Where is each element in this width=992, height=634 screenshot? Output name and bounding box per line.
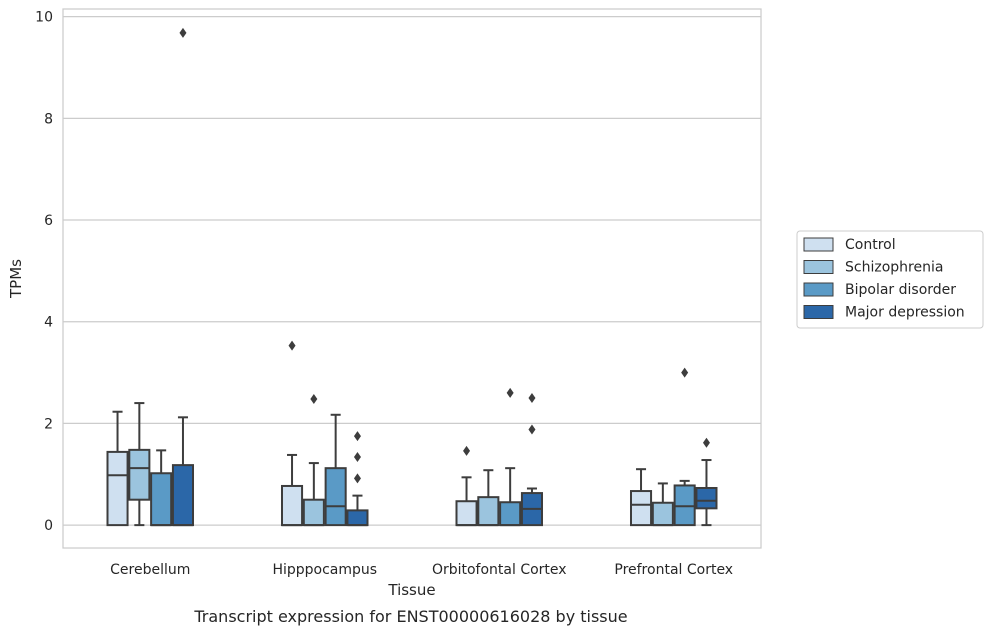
box-schizophrenia <box>477 469 500 527</box>
x-tick-label: Orbitofontal Cortex <box>432 562 567 578</box>
box-iqr <box>673 484 696 527</box>
y-tick-label: 10 <box>35 10 53 26</box>
outlier-point <box>310 394 318 405</box>
outlier-point <box>528 424 536 435</box>
x-axis-label: Tissue <box>387 581 435 599</box>
legend-label: Control <box>845 237 896 253</box>
x-axis-ticks: Cerebellum Hipppocampus Orbitofontal Corte… <box>110 562 733 578</box>
legend-items: Control Schizophrenia Bipolar disorder Majo… <box>803 237 965 321</box>
box-bipolar-disorder <box>673 367 696 527</box>
box-major-depression <box>171 27 195 527</box>
box-iqr <box>324 467 347 527</box>
box-iqr <box>106 450 129 527</box>
outlier-point <box>353 473 361 484</box>
legend-label: Schizophrenia <box>845 260 943 276</box>
box-iqr <box>695 486 718 510</box>
legend-swatch <box>803 237 834 252</box>
box-control <box>455 445 478 527</box>
box-iqr <box>171 464 195 527</box>
box-iqr <box>499 501 522 527</box>
outlier-point <box>179 27 187 38</box>
outlier-point <box>528 392 536 403</box>
box-major-depression <box>346 431 369 527</box>
outlier-point <box>681 367 689 378</box>
outlier-point <box>506 387 514 398</box>
box-iqr <box>302 498 325 527</box>
box-schizophrenia <box>302 394 325 527</box>
box-control <box>629 468 653 527</box>
box-major-depression <box>520 392 544 527</box>
box-bipolar-disorder <box>499 387 522 527</box>
box-iqr <box>477 496 500 527</box>
y-tick-label: 6 <box>44 213 53 229</box>
legend: Control Schizophrenia Bipolar disorder Majo… <box>796 230 984 329</box>
grid-lines <box>63 16 761 526</box>
y-axis-ticks: 0 2 4 6 8 10 <box>35 10 53 534</box>
box-iqr <box>651 501 674 527</box>
y-axis-label: TPMs <box>7 259 25 299</box>
chart-caption: Transcript expression for ENST0000061602… <box>193 607 627 626</box>
y-tick-label: 8 <box>44 111 53 127</box>
box-iqr <box>150 472 173 527</box>
box-iqr <box>629 490 653 527</box>
box-bipolar-disorder <box>324 413 347 527</box>
legend-swatch <box>803 282 834 297</box>
outlier-point <box>353 451 361 462</box>
box-iqr <box>346 509 369 527</box>
box-plot-series <box>106 27 718 527</box>
outlier-point <box>463 445 471 456</box>
plot-frame <box>62 8 762 549</box>
x-tick-label: Prefrontal Cortex <box>614 562 733 578</box>
legend-swatch <box>803 305 834 319</box>
box-major-depression <box>695 437 718 527</box>
legend-frame <box>796 230 984 329</box>
legend-label: Bipolar disorder <box>845 282 956 298</box>
box-schizophrenia <box>651 482 674 527</box>
box-control <box>106 410 129 527</box>
x-tick-label: Cerebellum <box>110 562 190 578</box>
x-tick-label: Hipppocampus <box>272 562 377 578</box>
box-iqr <box>128 448 151 501</box>
outlier-point <box>702 437 710 448</box>
outlier-point <box>353 431 361 442</box>
box-control <box>280 340 304 527</box>
y-tick-label: 4 <box>44 315 53 331</box>
legend-label: Major depression <box>845 305 965 321</box>
y-tick-label: 0 <box>44 518 53 534</box>
box-schizophrenia <box>128 402 151 527</box>
legend-swatch <box>803 260 834 274</box>
box-bipolar-disorder <box>150 449 173 527</box>
y-tick-label: 2 <box>44 416 53 432</box>
box-iqr <box>280 484 304 527</box>
box-iqr <box>455 500 478 527</box>
outlier-point <box>288 340 296 351</box>
